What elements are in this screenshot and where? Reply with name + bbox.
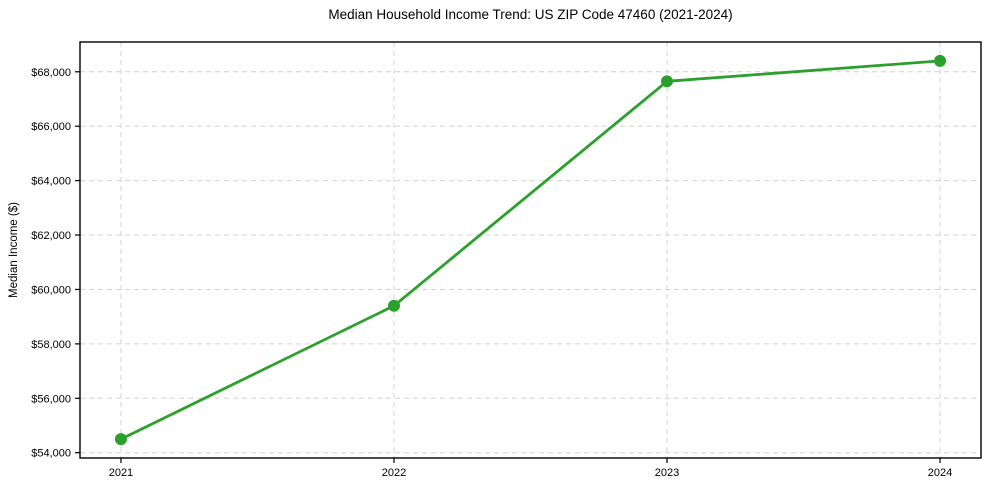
y-tick-label: $68,000 — [31, 67, 71, 79]
y-tick-label: $60,000 — [31, 284, 71, 296]
data-point-marker — [387, 299, 400, 312]
series-line — [119, 59, 942, 441]
y-tick-label: $64,000 — [31, 176, 71, 188]
x-tick-label: 2024 — [928, 467, 952, 479]
y-tick-label: $62,000 — [31, 230, 71, 242]
chart-title: Median Household Income Trend: US ZIP Co… — [328, 7, 733, 22]
axis-frame — [79, 41, 982, 459]
y-tick-label: $54,000 — [31, 448, 71, 460]
data-point-marker — [114, 433, 127, 446]
x-tick-label: 2023 — [655, 467, 679, 479]
x-tick-label: 2022 — [382, 467, 406, 479]
x-tick-label: 2021 — [109, 467, 133, 479]
y-tick-label: $66,000 — [31, 121, 71, 133]
data-point-marker — [661, 75, 674, 88]
data-point-marker — [934, 54, 947, 67]
y-tick-label: $56,000 — [31, 393, 71, 405]
y-tick-label: $58,000 — [31, 339, 71, 351]
